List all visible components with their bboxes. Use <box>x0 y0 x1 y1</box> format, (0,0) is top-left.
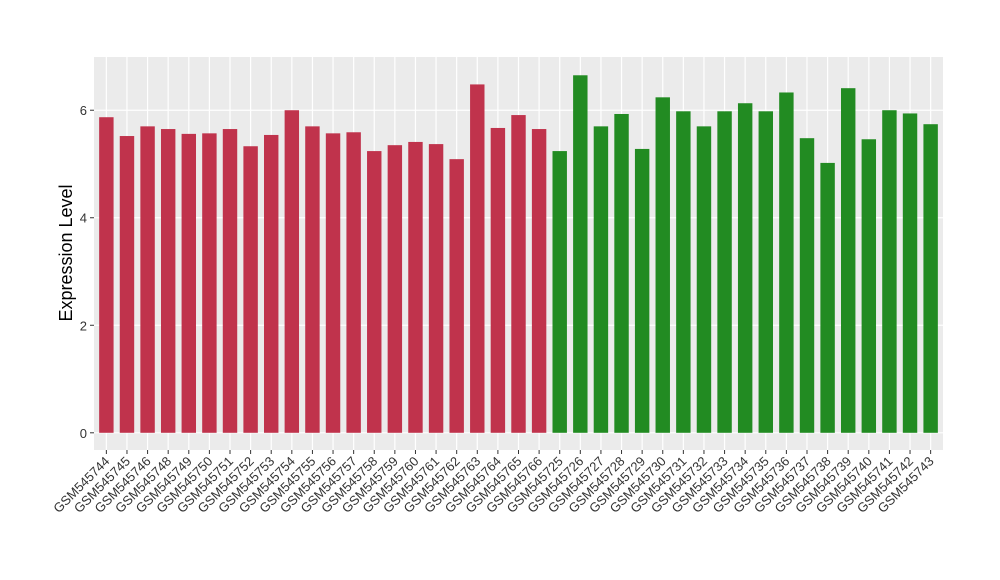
bar <box>99 117 114 433</box>
bar <box>531 129 547 433</box>
bar <box>470 84 485 433</box>
bar <box>737 103 753 433</box>
bar <box>490 127 506 433</box>
bar <box>861 139 877 433</box>
bar <box>202 133 217 433</box>
bar <box>634 148 650 433</box>
bar <box>655 97 670 433</box>
bar <box>779 92 794 433</box>
bar <box>882 110 897 433</box>
bar <box>758 111 773 433</box>
bar <box>305 126 320 433</box>
bar <box>367 151 382 433</box>
bar <box>923 124 938 433</box>
bar <box>511 115 526 433</box>
bar <box>902 113 918 433</box>
bar <box>387 145 403 433</box>
bar <box>799 138 815 433</box>
bar <box>181 133 197 433</box>
bar <box>552 151 567 433</box>
bar <box>449 159 464 433</box>
bar <box>840 88 856 433</box>
y-tick-label: 4 <box>80 211 87 226</box>
bar <box>243 146 258 433</box>
y-axis-label: Expression Level <box>56 184 76 321</box>
y-tick-label: 6 <box>80 103 87 118</box>
bar <box>264 134 279 433</box>
bar <box>140 126 155 433</box>
bar <box>346 132 361 433</box>
bar <box>119 136 135 433</box>
bar <box>408 141 423 433</box>
bar <box>573 75 588 433</box>
bar <box>593 126 609 433</box>
bar <box>284 110 300 433</box>
y-tick-label: 0 <box>80 426 87 441</box>
bar <box>676 111 691 433</box>
bar <box>614 113 629 433</box>
bar <box>428 144 444 433</box>
y-tick-label: 2 <box>80 318 87 333</box>
bar <box>717 111 732 433</box>
bar <box>160 129 176 433</box>
bar <box>820 162 835 433</box>
bar <box>325 133 341 433</box>
bar <box>696 126 712 433</box>
bar <box>222 129 238 433</box>
